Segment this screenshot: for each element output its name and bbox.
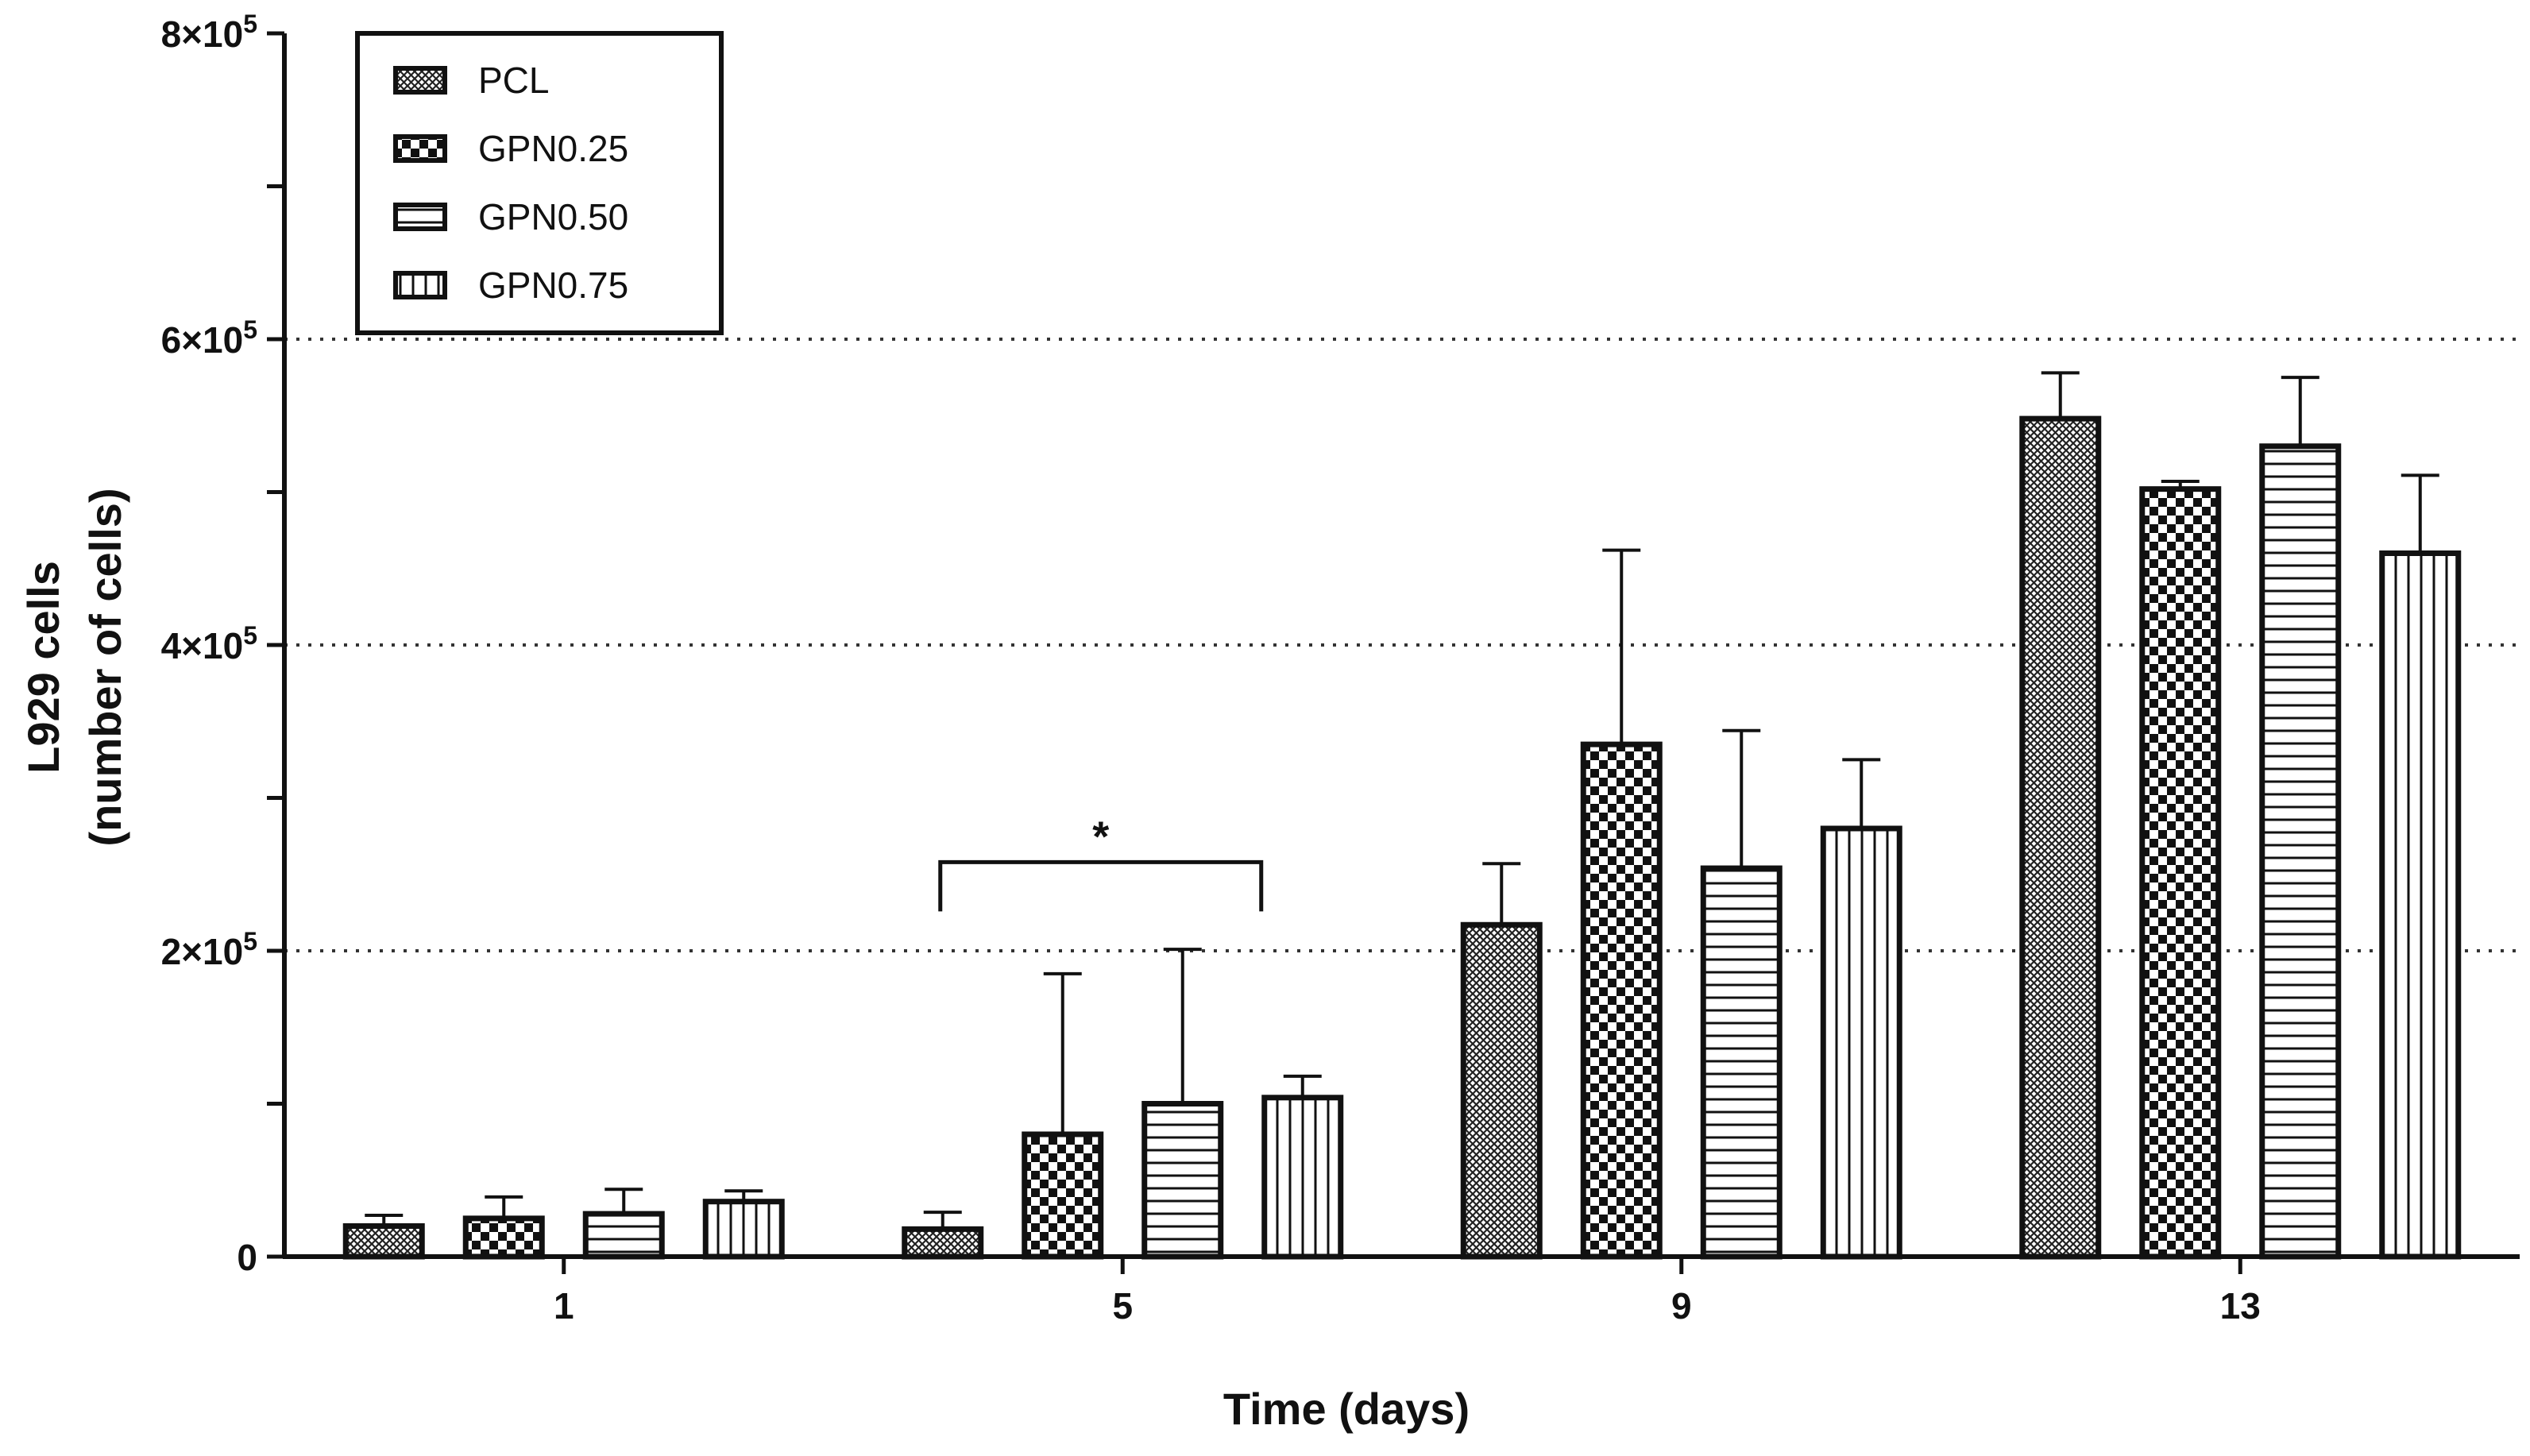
legend-label-GPN0.75: GPN0.75 — [478, 265, 628, 306]
legend-swatch-GPN0.75 — [393, 271, 447, 299]
bar-PCL-day-5 — [902, 1226, 984, 1260]
bar-GPN0.75-day-1 — [702, 1199, 785, 1260]
bar-GPN0.25-day-13 — [2139, 486, 2222, 1260]
bar-GPN0.50-day-1 — [582, 1211, 665, 1260]
y-axis-subtitle: (number of cells) — [80, 488, 130, 846]
grid-lines — [284, 338, 2520, 952]
legend: PCL GPN0.25 GPN0.50 GPN0.75 — [355, 31, 724, 335]
y-axis-title: L929 cells — [18, 561, 68, 774]
error-bars — [365, 371, 2439, 1230]
bar-GPN0.25-day-5 — [1022, 1131, 1104, 1260]
bar-GPN0.25-day-9 — [1580, 741, 1663, 1260]
bar-GPN0.50-day-5 — [1141, 1101, 1224, 1260]
legend-swatch-PCL — [393, 66, 447, 95]
legend-swatch-GPN0.50 — [393, 203, 447, 231]
x-axis-title: Time (days) — [1223, 1384, 1470, 1434]
bar-PCL-day-9 — [1460, 921, 1543, 1260]
significance-star-0: * — [1092, 813, 1109, 860]
significance-bracket-0 — [938, 859, 1264, 912]
x-tick-label-1: 1 — [554, 1285, 574, 1327]
bar-GPN0.75-day-13 — [2379, 550, 2462, 1260]
legend-label-GPN0.50: GPN0.50 — [478, 196, 628, 238]
y-tick-label-8: 8×105 — [161, 10, 257, 55]
x-tick-label-13: 13 — [2220, 1285, 2261, 1327]
x-tick-label-9: 9 — [1671, 1285, 1692, 1327]
y-tick-label-6: 6×105 — [161, 315, 257, 361]
bar-GPN0.75-day-9 — [1820, 825, 1902, 1260]
bars — [342, 415, 2462, 1260]
y-tick-label-0: 0 — [237, 1237, 257, 1278]
x-tick-label-5: 5 — [1112, 1285, 1133, 1327]
bar-GPN0.25-day-1 — [462, 1215, 545, 1260]
bar-GPN0.50-day-13 — [2259, 443, 2342, 1260]
y-tick-label-2: 2×105 — [161, 927, 257, 972]
bar-GPN0.75-day-5 — [1261, 1095, 1344, 1260]
significance-annotation: * — [938, 813, 1264, 912]
bar-PCL-day-13 — [2019, 415, 2102, 1260]
y-tick-label-4: 4×105 — [161, 621, 257, 666]
legend-label-GPN0.25: GPN0.25 — [478, 128, 628, 169]
bar-GPN0.50-day-9 — [1700, 865, 1783, 1260]
legend-label-PCL: PCL — [478, 60, 549, 101]
bar-PCL-day-1 — [342, 1223, 425, 1260]
axes: 0 2×105 4×105 6×105 8×105 1 5 9 13 Time (days) L92… — [18, 10, 2520, 1434]
legend-swatch-GPN0.25 — [393, 134, 447, 163]
